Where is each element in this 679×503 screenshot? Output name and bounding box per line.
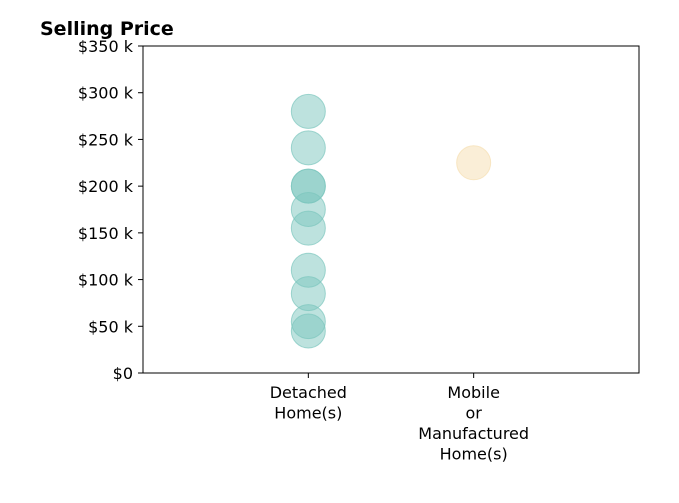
data-point bbox=[290, 93, 326, 129]
y-tick-label: $250 k bbox=[78, 130, 134, 149]
data-point bbox=[290, 130, 326, 166]
x-tick-label: Detached bbox=[270, 383, 347, 402]
y-tick-label: $200 k bbox=[78, 177, 134, 196]
y-tick-label: $0 bbox=[113, 364, 133, 383]
y-tick-label: $100 k bbox=[78, 271, 134, 290]
x-tick-label: Home(s) bbox=[274, 404, 342, 423]
y-tick-label: $350 k bbox=[78, 37, 134, 56]
data-points bbox=[290, 93, 492, 349]
x-tick-label: Manufactured bbox=[418, 424, 529, 443]
data-point bbox=[290, 313, 326, 349]
plot-frame bbox=[142, 45, 640, 374]
x-tick-label: Mobile bbox=[447, 383, 499, 402]
x-tick-label: or bbox=[465, 404, 482, 423]
data-point bbox=[456, 145, 492, 181]
y-tick-label: $150 k bbox=[78, 224, 134, 243]
y-tick-label: $50 k bbox=[88, 317, 134, 336]
data-point bbox=[290, 210, 326, 246]
y-axis: $0 $50 k $100 k $150 k $200 k $250 k $300 k $35… bbox=[78, 37, 143, 383]
y-tick-label: $300 k bbox=[78, 84, 134, 103]
chart-title: Selling Price bbox=[40, 18, 174, 40]
x-tick-label: Home(s) bbox=[440, 445, 508, 464]
